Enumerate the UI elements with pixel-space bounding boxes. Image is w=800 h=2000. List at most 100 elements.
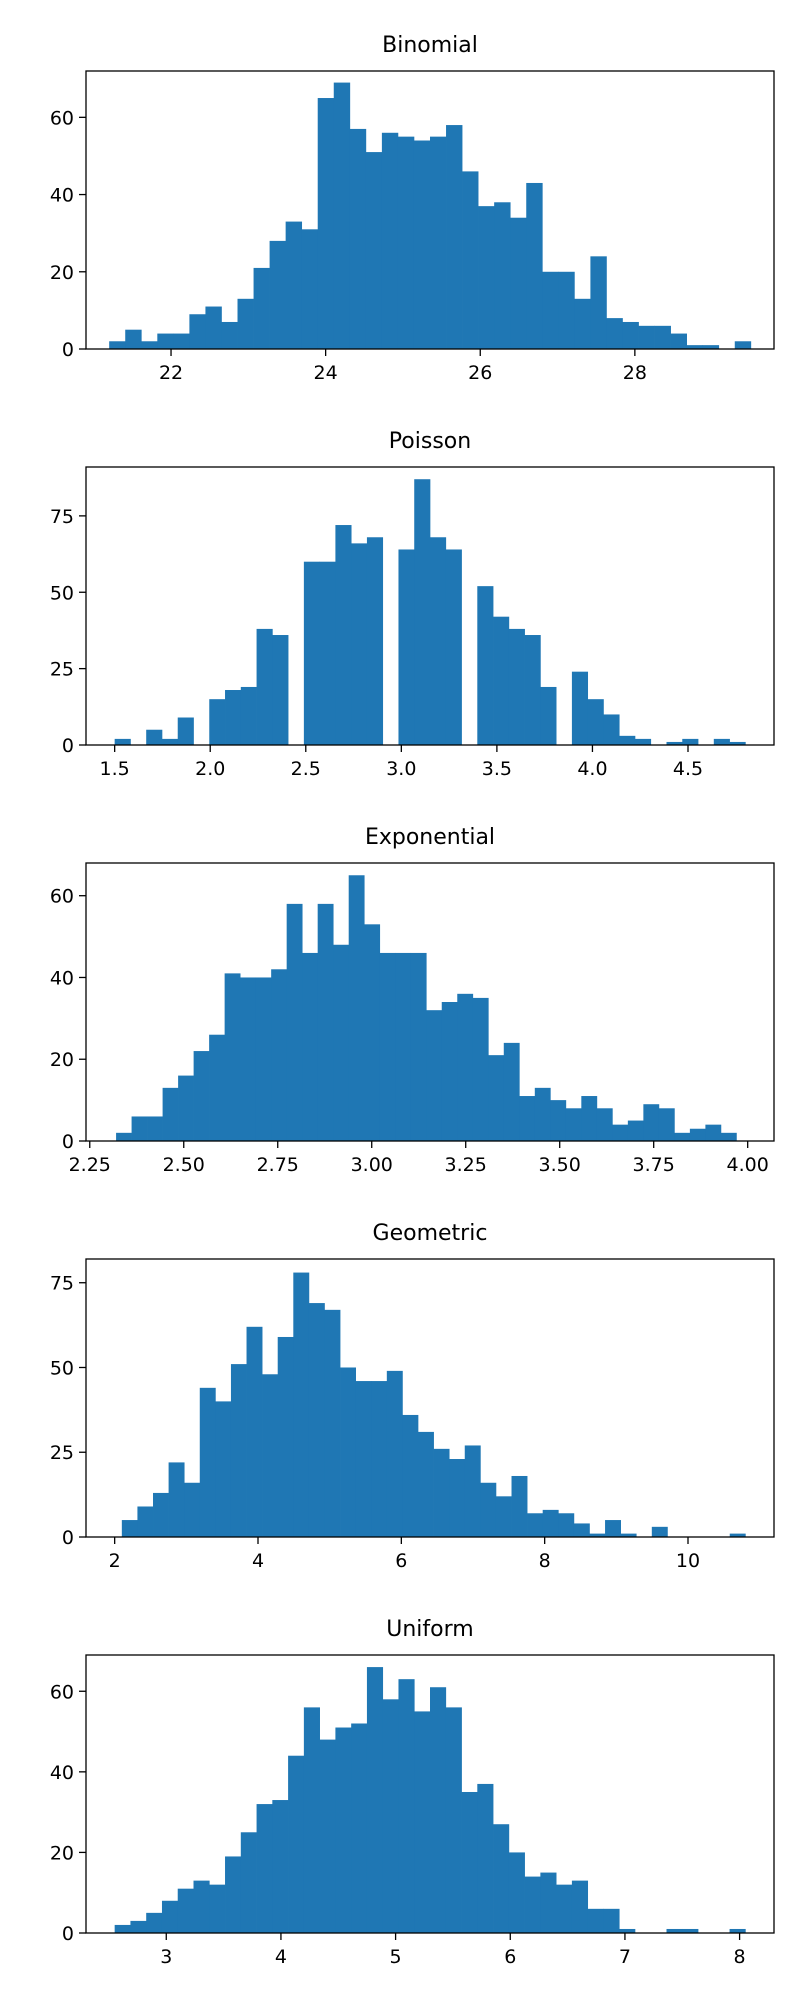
histogram-bar	[221, 321, 238, 349]
histogram-bar	[508, 628, 525, 745]
histogram-bar	[430, 136, 447, 349]
histogram-bar	[558, 271, 575, 349]
y-tick-label: 40	[50, 1762, 74, 1784]
histogram-bar	[658, 1108, 675, 1141]
histogram-bar	[414, 479, 431, 745]
histogram-bar	[355, 1381, 372, 1537]
histogram-bar	[729, 741, 746, 745]
histogram-panel: Uniform 3 4 5 6 7 8 0 20 40 60	[50, 1617, 775, 1968]
histogram-bar	[137, 1506, 154, 1537]
histogram-bar	[605, 1520, 621, 1537]
histogram-bar	[253, 267, 270, 349]
y-tick-label: 40	[50, 185, 74, 207]
histogram-bar	[571, 671, 589, 745]
histogram-bar	[209, 1884, 226, 1933]
histogram-bar	[351, 543, 368, 745]
histogram-bar	[446, 125, 463, 349]
histogram-bar	[397, 136, 415, 349]
y-tick-label: 50	[50, 1357, 74, 1379]
x-tick-label: 2.50	[163, 1154, 205, 1176]
histogram-bar	[209, 1034, 225, 1141]
histogram-bar	[534, 1087, 551, 1141]
histogram-panel: Binomial 22 24 26 28 0 20 40 60	[50, 33, 775, 384]
y-tick-label: 60	[50, 1681, 74, 1703]
histogram-bar	[225, 1856, 242, 1933]
x-tick-label: 8	[734, 1946, 746, 1968]
histogram-bar	[519, 1096, 536, 1141]
histogram-bar	[272, 1800, 289, 1933]
histogram-bar	[224, 973, 241, 1141]
x-tick-label: 4.5	[673, 758, 703, 780]
histogram-panel: Poisson 1.5 2.0 2.5 3.0 3.5 4.0 4.5 0 25 50 75	[50, 429, 775, 780]
histogram-bar	[729, 1928, 746, 1933]
histogram-bar	[317, 903, 334, 1141]
y-tick-label: 20	[50, 1842, 74, 1864]
histogram-bar	[689, 1128, 706, 1141]
histogram-bars	[114, 479, 746, 745]
histogram-bar	[271, 969, 288, 1141]
histogram-bar	[161, 1900, 179, 1933]
histogram-bar	[215, 1401, 232, 1537]
histogram-panel: Exponential 2.25 2.50 2.75 3.00 3.25 3.50 3.75 4…	[50, 825, 775, 1176]
histogram-bar	[573, 1523, 590, 1537]
x-tick-label: 28	[623, 362, 647, 384]
histogram-bar	[550, 1100, 567, 1141]
histogram-bar	[413, 140, 431, 349]
x-tick-label: 7	[619, 1946, 631, 1968]
histogram-bar	[587, 699, 604, 745]
histogram-bar	[510, 217, 527, 349]
histogram-bar	[634, 738, 652, 745]
histogram-bar	[638, 325, 655, 349]
x-tick-label: 2.75	[257, 1154, 299, 1176]
histogram-bar	[379, 952, 396, 1141]
histogram-bar	[366, 537, 384, 745]
histogram-bar	[398, 549, 415, 745]
histogram-bar	[168, 1462, 185, 1537]
histogram-bar	[333, 944, 350, 1141]
histogram-bar	[317, 98, 335, 349]
histogram-bar	[285, 221, 303, 349]
histogram-bar	[464, 1445, 481, 1537]
x-tick-label: 22	[159, 362, 183, 384]
histogram-bar	[477, 1783, 494, 1933]
histogram-bar	[366, 1667, 384, 1933]
histogram-bar	[651, 1526, 668, 1537]
chart-title: Poisson	[389, 429, 471, 454]
histogram-bar	[240, 686, 257, 745]
histogram-bar	[240, 1832, 257, 1933]
x-tick-label: 4	[252, 1550, 264, 1572]
x-tick-label: 2	[109, 1550, 121, 1572]
histogram-bar	[493, 616, 510, 745]
histogram-bar	[565, 1108, 582, 1141]
histogram-bar	[302, 952, 319, 1141]
x-tick-label: 6	[395, 1550, 407, 1572]
histogram-bar	[503, 1042, 520, 1141]
histogram-bar	[121, 1520, 138, 1537]
histogram-bar	[478, 206, 495, 349]
histogram-bar	[477, 586, 494, 745]
histogram-bar	[488, 1055, 505, 1141]
histogram-bar	[272, 635, 289, 745]
histogram-bar	[277, 1336, 294, 1537]
x-tick-label: 24	[314, 362, 338, 384]
histogram-bar	[157, 333, 174, 349]
histogram-bar	[255, 977, 272, 1141]
y-tick-label: 0	[62, 339, 74, 361]
x-tick-label: 4.0	[577, 758, 607, 780]
x-tick-label: 8	[539, 1550, 551, 1572]
histogram-bar	[402, 1414, 419, 1537]
plot-frame	[85, 862, 775, 1142]
x-tick-label: 3.50	[539, 1154, 581, 1176]
histogram-bar	[495, 1496, 512, 1537]
histogram-bar	[116, 1132, 132, 1141]
histogram-bar	[365, 152, 383, 349]
x-tick-label: 4.00	[727, 1154, 769, 1176]
histogram-bar	[184, 1482, 201, 1537]
histogram-bars	[116, 875, 737, 1141]
histogram-bar	[109, 341, 126, 349]
y-tick-label: 20	[50, 262, 74, 284]
histogram-bar	[654, 325, 671, 349]
histogram-bar	[445, 1707, 462, 1933]
histogram-bar	[371, 1381, 388, 1537]
